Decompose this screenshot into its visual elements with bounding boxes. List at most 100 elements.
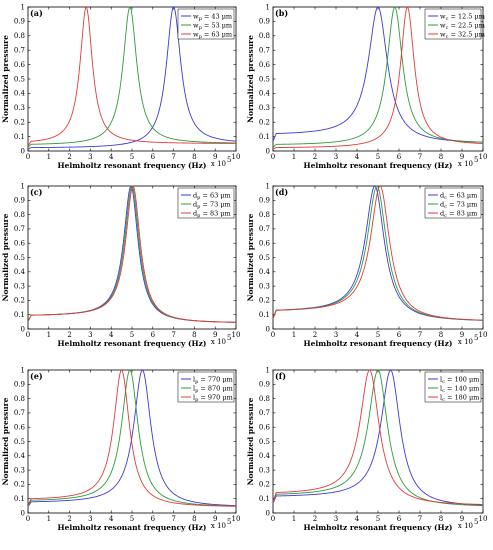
legend-entry-text: dc = 73 μm bbox=[440, 200, 477, 210]
y-tick-label: 0 bbox=[266, 509, 270, 517]
legend-entry-text: lc = 180 μm bbox=[440, 393, 479, 403]
x-axis-label: Helmholtz resonant frequency (Hz) bbox=[58, 161, 207, 170]
x-tick-label: 7 bbox=[171, 331, 175, 339]
x-exponent: 5 bbox=[474, 334, 478, 342]
y-tick-label: 1 bbox=[21, 366, 25, 374]
x-tick-label: 3 bbox=[334, 515, 338, 523]
y-tick-label: 0.1 bbox=[14, 133, 25, 141]
legend-entry-text: wc = 22.5 μm bbox=[440, 21, 485, 31]
y-tick-label: 0.9 bbox=[259, 381, 270, 389]
x-tick-label: 6 bbox=[397, 153, 402, 161]
x-tick-label: 4 bbox=[109, 153, 114, 161]
y-tick-label: 0.4 bbox=[259, 452, 271, 460]
legend-entry-text: dp = 63 μm bbox=[193, 191, 231, 201]
x-axis-label: Helmholtz resonant frequency (Hz) bbox=[304, 523, 453, 532]
x-tick-label: 1 bbox=[47, 331, 51, 339]
y-tick-label: 0.8 bbox=[14, 211, 25, 219]
y-axis-label: Normalized pressure bbox=[1, 35, 10, 123]
legend-entry-text: wp = 43 μm bbox=[193, 12, 232, 22]
x-tick-label: 0 bbox=[271, 515, 275, 523]
y-tick-label: 0.3 bbox=[259, 104, 270, 112]
series-line bbox=[27, 369, 237, 507]
legend-entry-text: dp = 83 μm bbox=[193, 209, 231, 219]
x-tick-label: 1 bbox=[292, 153, 296, 161]
chart-panel: 0 1 2 3 4 5 6 7 8 9 10 0 0.1 0.2 0.3 0.4 0.5 0.6 0.7 0.8 0.9… bbox=[246, 3, 487, 170]
y-tick-label: 0.5 bbox=[259, 75, 270, 83]
y-tick-label: 0.9 bbox=[259, 18, 270, 26]
x-tick-label: 7 bbox=[418, 515, 422, 523]
y-tick-label: 0.5 bbox=[14, 254, 25, 262]
y-axis-label: Normalized pressure bbox=[246, 397, 255, 485]
y-tick-label: 0.7 bbox=[259, 47, 270, 55]
y-tick-label: 0 bbox=[21, 147, 25, 155]
y-tick-label: 0.2 bbox=[14, 297, 25, 305]
legend-entry-text: lp = 870 μm bbox=[193, 384, 233, 394]
x-tick-label: 10 bbox=[232, 331, 241, 339]
y-tick-label: 1 bbox=[21, 3, 25, 11]
series-line bbox=[27, 369, 237, 508]
y-tick-label: 0.7 bbox=[14, 225, 25, 233]
x-multiplier: x 10 bbox=[458, 338, 473, 346]
x-tick-label: 9 bbox=[460, 515, 464, 523]
y-tick-label: 0.2 bbox=[14, 481, 25, 489]
y-tick-label: 0.3 bbox=[259, 466, 270, 474]
x-tick-label: 3 bbox=[334, 153, 338, 161]
series-line bbox=[27, 6, 237, 148]
x-tick-label: 6 bbox=[151, 515, 156, 523]
x-tick-label: 2 bbox=[313, 331, 317, 339]
legend-entry-text: dc = 63 μm bbox=[440, 191, 477, 201]
x-tick-label: 4 bbox=[109, 331, 114, 339]
x-tick-label: 1 bbox=[47, 515, 51, 523]
x-tick-label: 7 bbox=[418, 331, 422, 339]
y-tick-label: 0 bbox=[266, 325, 270, 333]
x-axis-label: Helmholtz resonant frequency (Hz) bbox=[304, 339, 453, 348]
x-tick-label: 6 bbox=[151, 153, 156, 161]
chart-panel: 0 1 2 3 4 5 6 7 8 9 10 0 0.1 0.2 0.3 0.4 0.5 0.6 0.7 0.8 0.9… bbox=[1, 182, 240, 348]
x-tick-label: 8 bbox=[439, 331, 443, 339]
x-tick-label: 10 bbox=[479, 153, 488, 161]
y-tick-label: 0.4 bbox=[259, 268, 271, 276]
x-exponent: 5 bbox=[227, 334, 231, 342]
y-tick-label: 0.7 bbox=[259, 225, 270, 233]
y-tick-label: 0.6 bbox=[259, 61, 271, 69]
y-tick-label: 0.3 bbox=[14, 104, 25, 112]
y-axis-label: Normalized pressure bbox=[246, 35, 255, 123]
x-tick-label: 0 bbox=[26, 153, 30, 161]
x-exponent: 5 bbox=[474, 518, 478, 526]
x-tick-label: 7 bbox=[171, 153, 175, 161]
series-line bbox=[272, 6, 484, 150]
y-tick-label: 0.4 bbox=[14, 268, 26, 276]
panel-label: (c) bbox=[30, 187, 43, 197]
y-tick-label: 0.1 bbox=[259, 495, 270, 503]
x-tick-label: 8 bbox=[439, 153, 443, 161]
x-tick-label: 4 bbox=[355, 331, 360, 339]
x-tick-label: 9 bbox=[213, 153, 217, 161]
y-tick-label: 0.6 bbox=[259, 240, 271, 248]
panel-label: (d) bbox=[275, 187, 288, 197]
x-tick-label: 5 bbox=[376, 515, 380, 523]
x-tick-label: 0 bbox=[271, 153, 275, 161]
x-tick-label: 9 bbox=[460, 153, 464, 161]
y-tick-label: 0.7 bbox=[259, 409, 270, 417]
series-line bbox=[272, 185, 484, 321]
y-tick-label: 1 bbox=[266, 3, 270, 11]
legend-entry-text: wc = 32.5 μm bbox=[440, 30, 485, 40]
x-tick-label: 8 bbox=[192, 331, 196, 339]
y-tick-label: 0.8 bbox=[14, 32, 25, 40]
panel-label: (e) bbox=[30, 371, 43, 381]
legend-entry-text: lc = 140 μm bbox=[440, 384, 479, 394]
x-tick-label: 5 bbox=[376, 331, 380, 339]
x-tick-label: 9 bbox=[460, 331, 464, 339]
y-tick-label: 0.9 bbox=[259, 197, 270, 205]
y-tick-label: 0 bbox=[21, 509, 25, 517]
x-tick-label: 2 bbox=[67, 515, 71, 523]
chart-panel: 0 1 2 3 4 5 6 7 8 9 10 0 0.1 0.2 0.3 0.4 0.5 0.6 0.7 0.8 0.9… bbox=[246, 366, 487, 532]
legend-entry-text: dc = 83 μm bbox=[440, 209, 477, 219]
panel-label: (b) bbox=[275, 8, 288, 18]
y-tick-label: 0.9 bbox=[14, 197, 25, 205]
